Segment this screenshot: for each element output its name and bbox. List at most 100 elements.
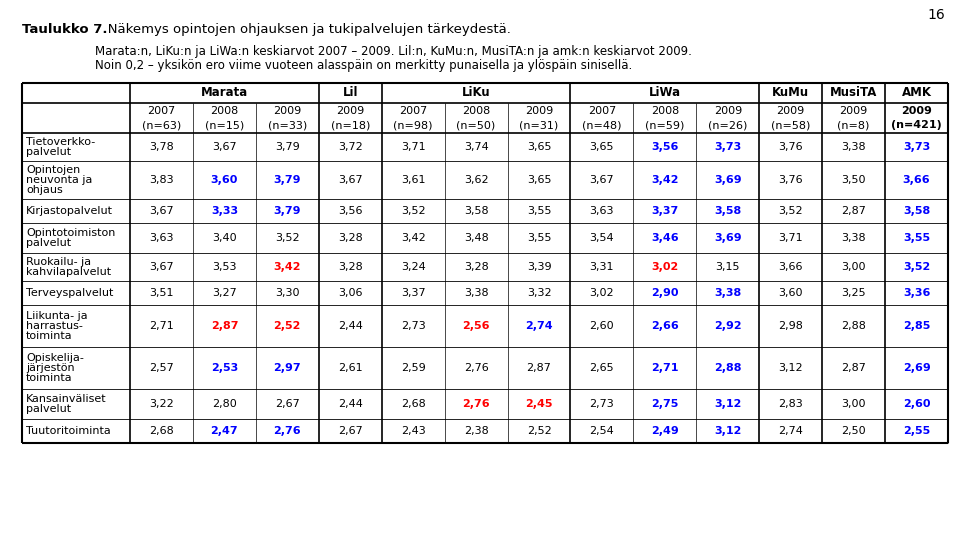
- Text: 2,75: 2,75: [651, 399, 679, 409]
- Text: 3,02: 3,02: [589, 288, 614, 298]
- Text: 3,79: 3,79: [274, 175, 301, 185]
- Text: 2,65: 2,65: [589, 363, 614, 373]
- Text: 3,62: 3,62: [464, 175, 489, 185]
- Text: 2009: 2009: [274, 106, 301, 116]
- Text: 2,87: 2,87: [841, 206, 866, 216]
- Text: 2,43: 2,43: [400, 426, 425, 436]
- Text: Liikunta- ja: Liikunta- ja: [26, 311, 87, 321]
- Text: 3,63: 3,63: [589, 206, 614, 216]
- Text: 2,57: 2,57: [149, 363, 174, 373]
- Text: 3,52: 3,52: [779, 206, 803, 216]
- Text: 3,00: 3,00: [841, 262, 866, 272]
- Text: 2,54: 2,54: [589, 426, 614, 436]
- Text: 2,50: 2,50: [841, 426, 866, 436]
- Text: 3,36: 3,36: [902, 288, 930, 298]
- Text: 3,67: 3,67: [589, 175, 614, 185]
- Text: palvelut: palvelut: [26, 238, 71, 248]
- Text: (n=15): (n=15): [204, 120, 244, 130]
- Text: Opiskelija-: Opiskelija-: [26, 353, 84, 363]
- Text: 3,72: 3,72: [338, 142, 363, 152]
- Text: Opintojen: Opintojen: [26, 165, 81, 175]
- Text: 3,46: 3,46: [651, 233, 679, 243]
- Text: 3,51: 3,51: [149, 288, 174, 298]
- Text: 2,76: 2,76: [274, 426, 301, 436]
- Text: (n=98): (n=98): [394, 120, 433, 130]
- Text: 3,76: 3,76: [779, 175, 803, 185]
- Text: 2,92: 2,92: [714, 321, 741, 331]
- Text: Näkemys opintojen ohjauksen ja tukipalvelujen tärkeydestä.: Näkemys opintojen ohjauksen ja tukipalve…: [95, 23, 511, 36]
- Text: Tietoverkko-: Tietoverkko-: [26, 137, 95, 147]
- Text: 2,53: 2,53: [211, 363, 238, 373]
- Text: 2,38: 2,38: [464, 426, 489, 436]
- Text: 2,68: 2,68: [400, 399, 425, 409]
- Text: 3,52: 3,52: [903, 262, 930, 272]
- Text: 3,31: 3,31: [589, 262, 614, 272]
- Text: 3,52: 3,52: [401, 206, 425, 216]
- Text: 3,58: 3,58: [464, 206, 489, 216]
- Text: 3,56: 3,56: [338, 206, 363, 216]
- Text: 3,69: 3,69: [714, 175, 741, 185]
- Text: 3,67: 3,67: [149, 262, 174, 272]
- Text: 16: 16: [927, 8, 945, 22]
- Text: 2,83: 2,83: [779, 399, 804, 409]
- Text: 3,55: 3,55: [903, 233, 930, 243]
- Text: 3,76: 3,76: [779, 142, 803, 152]
- Text: Taulukko 7.: Taulukko 7.: [22, 23, 108, 36]
- Text: KuMu: KuMu: [772, 86, 809, 99]
- Text: 3,61: 3,61: [401, 175, 425, 185]
- Text: kahvilapalvelut: kahvilapalvelut: [26, 267, 111, 277]
- Text: 3,12: 3,12: [714, 426, 741, 436]
- Text: 2,73: 2,73: [589, 399, 614, 409]
- Text: 2,67: 2,67: [338, 426, 363, 436]
- Text: Marata:n, LiKu:n ja LiWa:n keskiarvot 2007 – 2009. Lil:n, KuMu:n, MusiTA:n ja am: Marata:n, LiKu:n ja LiWa:n keskiarvot 20…: [95, 45, 692, 58]
- Text: 3,00: 3,00: [841, 399, 866, 409]
- Text: 2009: 2009: [336, 106, 365, 116]
- Text: 3,06: 3,06: [338, 288, 363, 298]
- Text: Terveyspalvelut: Terveyspalvelut: [26, 288, 113, 298]
- Text: 3,54: 3,54: [589, 233, 614, 243]
- Text: 2,74: 2,74: [525, 321, 553, 331]
- Text: palvelut: palvelut: [26, 147, 71, 157]
- Text: 3,55: 3,55: [527, 233, 551, 243]
- Text: 3,48: 3,48: [464, 233, 489, 243]
- Text: Marata: Marata: [201, 86, 248, 99]
- Text: 3,28: 3,28: [338, 262, 363, 272]
- Text: Noin 0,2 – yksikön ero viime vuoteen alasspäin on merkitty punaisella ja ylöspäi: Noin 0,2 – yksikön ero viime vuoteen ala…: [95, 59, 633, 72]
- Text: 3,12: 3,12: [714, 399, 741, 409]
- Text: 2,80: 2,80: [212, 399, 237, 409]
- Text: 3,67: 3,67: [149, 206, 174, 216]
- Text: 3,15: 3,15: [715, 262, 740, 272]
- Text: 3,28: 3,28: [464, 262, 489, 272]
- Text: 2,87: 2,87: [527, 363, 551, 373]
- Text: 3,66: 3,66: [779, 262, 803, 272]
- Text: 2,47: 2,47: [210, 426, 238, 436]
- Text: 2009: 2009: [525, 106, 553, 116]
- Text: 2,98: 2,98: [779, 321, 804, 331]
- Text: 3,50: 3,50: [841, 175, 866, 185]
- Text: 2,59: 2,59: [400, 363, 425, 373]
- Text: 3,38: 3,38: [714, 288, 741, 298]
- Text: 3,67: 3,67: [338, 175, 363, 185]
- Text: 2,76: 2,76: [464, 363, 489, 373]
- Text: 3,71: 3,71: [779, 233, 803, 243]
- Text: LiWa: LiWa: [649, 86, 681, 99]
- Text: 2008: 2008: [651, 106, 679, 116]
- Text: 3,25: 3,25: [841, 288, 866, 298]
- Text: 3,79: 3,79: [274, 206, 301, 216]
- Text: 3,73: 3,73: [714, 142, 741, 152]
- Text: 2,44: 2,44: [338, 399, 363, 409]
- Text: 3,24: 3,24: [400, 262, 425, 272]
- Text: 3,73: 3,73: [903, 142, 930, 152]
- Text: 3,27: 3,27: [212, 288, 237, 298]
- Text: 3,32: 3,32: [527, 288, 551, 298]
- Text: harrastus-: harrastus-: [26, 321, 83, 331]
- Text: 2,74: 2,74: [779, 426, 804, 436]
- Text: ohjaus: ohjaus: [26, 185, 62, 195]
- Text: 2008: 2008: [462, 106, 491, 116]
- Text: 2,45: 2,45: [525, 399, 553, 409]
- Text: 2,56: 2,56: [463, 321, 490, 331]
- Text: Ruokailu- ja: Ruokailu- ja: [26, 257, 91, 267]
- Text: 2,61: 2,61: [338, 363, 363, 373]
- Text: palvelut: palvelut: [26, 404, 71, 414]
- Text: 2,60: 2,60: [902, 399, 930, 409]
